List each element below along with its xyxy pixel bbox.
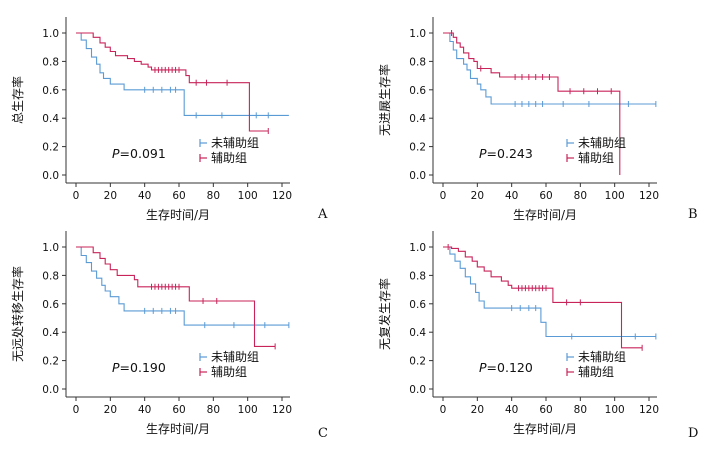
y-axis-title: 无远处转移生存率 <box>10 266 25 362</box>
x-tick-label: 80 <box>207 404 220 416</box>
x-tick-label: 0 <box>73 404 80 416</box>
y-axis-title: 无进展生存率 <box>377 64 392 136</box>
panel-letter: B <box>688 207 698 222</box>
y-tick-label: 0.2 <box>42 142 59 154</box>
y-tick-label: 0.0 <box>42 384 59 396</box>
legend-label: 辅助组 <box>578 151 614 165</box>
x-tick-label: 120 <box>639 190 659 202</box>
y-tick-label: 0.0 <box>409 170 426 182</box>
x-tick-label: 80 <box>207 190 220 202</box>
km-curve-series-1 <box>76 32 289 116</box>
y-tick-label: 0.2 <box>409 356 426 368</box>
x-tick-label: 60 <box>539 190 552 202</box>
x-tick-label: 20 <box>471 190 484 202</box>
x-tick-label: 20 <box>104 404 117 416</box>
y-tick-label: 0.2 <box>42 356 59 368</box>
x-tick-label: 80 <box>574 404 587 416</box>
x-axis-title: 生存时间/月 <box>513 422 577 436</box>
y-tick-label: 0.0 <box>409 384 426 396</box>
x-tick-label: 40 <box>138 404 151 416</box>
x-tick-label: 20 <box>471 404 484 416</box>
x-tick-label: 60 <box>172 404 185 416</box>
y-tick-label: 0.6 <box>409 299 426 311</box>
x-tick-label: 40 <box>505 190 518 202</box>
y-tick-label: 0.4 <box>42 327 59 339</box>
p-value-symbol: P <box>479 360 487 375</box>
x-tick-label: 60 <box>539 404 552 416</box>
km-curve-series-1 <box>443 246 656 338</box>
p-value-symbol: P <box>112 360 120 375</box>
y-tick-label: 0.8 <box>42 56 59 68</box>
legend-label: 未辅助组 <box>578 350 626 364</box>
legend-label: 辅助组 <box>211 151 247 165</box>
x-tick-label: 0 <box>73 190 80 202</box>
p-value-label: P=0.243 <box>479 146 533 161</box>
km-panel-d: 0.0 0.2 0.4 0.6 0.8 1.0 0 20 40 60 80 100 120 生存时间/月 无… <box>377 231 698 441</box>
y-tick-label: 0.8 <box>409 56 426 68</box>
x-tick-label: 100 <box>238 404 258 416</box>
km-curve-series-1 <box>443 32 656 105</box>
panel-letter: A <box>317 207 328 222</box>
km-curve-series-1 <box>76 246 289 326</box>
x-axis-title: 生存时间/月 <box>513 208 577 222</box>
legend-label: 未辅助组 <box>211 350 259 364</box>
y-tick-label: 1.0 <box>42 242 59 254</box>
x-axis-title: 生存时间/月 <box>146 208 210 222</box>
x-tick-label: 100 <box>605 404 625 416</box>
legend-label: 辅助组 <box>578 365 614 379</box>
y-tick-label: 0.4 <box>42 113 59 125</box>
x-tick-label: 100 <box>605 190 625 202</box>
km-curve-series-2 <box>76 32 269 132</box>
km-curve-series-2 <box>76 246 276 347</box>
p-value-label: P=0.120 <box>479 360 533 375</box>
km-panel-b: 0.0 0.2 0.4 0.6 0.8 1.0 0 20 40 60 80 100 120 生存时间/月 无… <box>377 17 698 222</box>
p-value-number: =0.120 <box>487 360 533 375</box>
y-tick-label: 0.4 <box>409 113 426 125</box>
p-value-label: P=0.190 <box>112 360 166 375</box>
y-tick-label: 0.6 <box>42 299 59 311</box>
p-value-number: =0.190 <box>120 360 166 375</box>
x-tick-label: 100 <box>238 190 258 202</box>
p-value-symbol: P <box>112 146 120 161</box>
y-tick-label: 0.8 <box>42 270 59 282</box>
y-axis-title: 无复发生存率 <box>377 278 392 350</box>
x-tick-label: 0 <box>440 404 447 416</box>
p-value-number: =0.243 <box>487 146 533 161</box>
legend-label: 未辅助组 <box>211 136 259 150</box>
x-tick-label: 120 <box>272 190 292 202</box>
y-tick-label: 0.6 <box>42 85 59 97</box>
y-tick-label: 0.2 <box>409 142 426 154</box>
y-tick-label: 0.8 <box>409 270 426 282</box>
x-tick-label: 0 <box>440 190 447 202</box>
y-tick-label: 1.0 <box>409 28 426 40</box>
legend-label: 未辅助组 <box>578 136 626 150</box>
x-tick-label: 120 <box>639 404 659 416</box>
p-value-label: P=0.091 <box>112 146 166 161</box>
x-tick-label: 60 <box>172 190 185 202</box>
legend-label: 辅助组 <box>211 365 247 379</box>
y-tick-label: 0.0 <box>42 170 59 182</box>
km-panel-a: 0.0 0.2 0.4 0.6 0.8 1.0 0 20 40 60 80 100 120 生存时间/月 总… <box>10 17 328 222</box>
y-axis-title: 总生存率 <box>10 76 25 124</box>
panel-letter: C <box>318 426 328 441</box>
km-panel-c: 0.0 0.2 0.4 0.6 0.8 1.0 0 20 40 60 80 100 120 生存时间/月 无… <box>10 231 328 441</box>
x-tick-label: 40 <box>138 190 151 202</box>
x-tick-label: 80 <box>574 190 587 202</box>
x-tick-label: 40 <box>505 404 518 416</box>
km-curve-series-2 <box>443 246 643 349</box>
p-value-symbol: P <box>479 146 487 161</box>
y-tick-label: 0.4 <box>409 327 426 339</box>
x-tick-label: 20 <box>104 190 117 202</box>
x-tick-label: 120 <box>272 404 292 416</box>
panel-letter: D <box>688 426 698 441</box>
x-axis-title: 生存时间/月 <box>146 422 210 436</box>
p-value-number: =0.091 <box>120 146 166 161</box>
y-tick-label: 1.0 <box>42 28 59 40</box>
y-tick-label: 1.0 <box>409 242 426 254</box>
y-tick-label: 0.6 <box>409 85 426 97</box>
km-curve-series-2 <box>443 32 621 175</box>
